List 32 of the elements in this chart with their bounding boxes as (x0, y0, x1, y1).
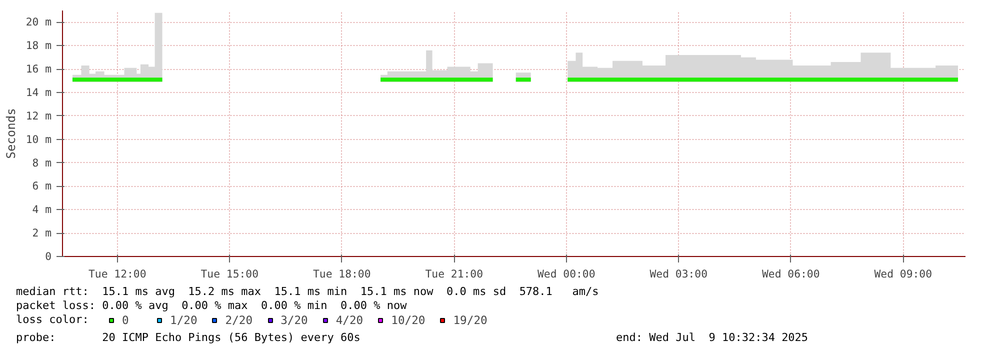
y-tick-label: 12 m (26, 109, 52, 122)
legend-label: 3/20 (280, 313, 308, 327)
x-tick-label: Tue 15:00 (200, 268, 259, 280)
y-tick-label: 14 m (26, 86, 52, 99)
y-tick-label: 2 m (32, 226, 52, 240)
y-tick-label: 10 m (26, 132, 52, 146)
y-tick-label: 16 m (26, 62, 52, 76)
y-tick-label: 20 m (26, 16, 52, 29)
text: probe: 20 ICMP Echo Pings (56 Bytes) every 60s (16, 331, 360, 345)
legend-label: 4/20 (336, 313, 364, 327)
legend-title: loss color: (16, 313, 89, 327)
text: median rtt: 15.1 ms avg 15.2 ms max 15.1 ms min 15.1 ms now 0.0 ms sd 578.1 am/s (16, 285, 599, 299)
x-tick-label: Wed 09:00 (874, 268, 932, 280)
legend-label: 19/20 (453, 313, 488, 327)
y-tick-label: 6 m (32, 180, 52, 193)
legend-label: 1/20 (170, 313, 198, 327)
legend-label: 0 (122, 313, 130, 327)
y-tick-label: 18 m (26, 39, 52, 52)
y-tick-label: 4 m (32, 203, 52, 216)
y-tick-label: 0 (45, 250, 52, 263)
x-tick-label: Tue 12:00 (88, 268, 146, 280)
x-tick-label: Wed 06:00 (762, 268, 820, 280)
x-tick-label: Wed 00:00 (538, 268, 596, 280)
x-tick-label: Wed 03:00 (650, 268, 708, 280)
legend-label: 10/20 (391, 313, 426, 327)
legend-label: 2/20 (225, 313, 253, 327)
y-axis-title: Seconds (4, 108, 18, 159)
x-tick-label: Tue 21:00 (425, 268, 484, 280)
text: packet loss: 0.00 % avg 0.00 % max 0.00 % min 0.00 % now (16, 299, 407, 313)
x-tick-label: Tue 18:00 (313, 268, 371, 280)
text: end: Wed Jul 9 10:32:34 2025 (616, 331, 808, 345)
y-tick-label: 8 m (32, 156, 52, 170)
